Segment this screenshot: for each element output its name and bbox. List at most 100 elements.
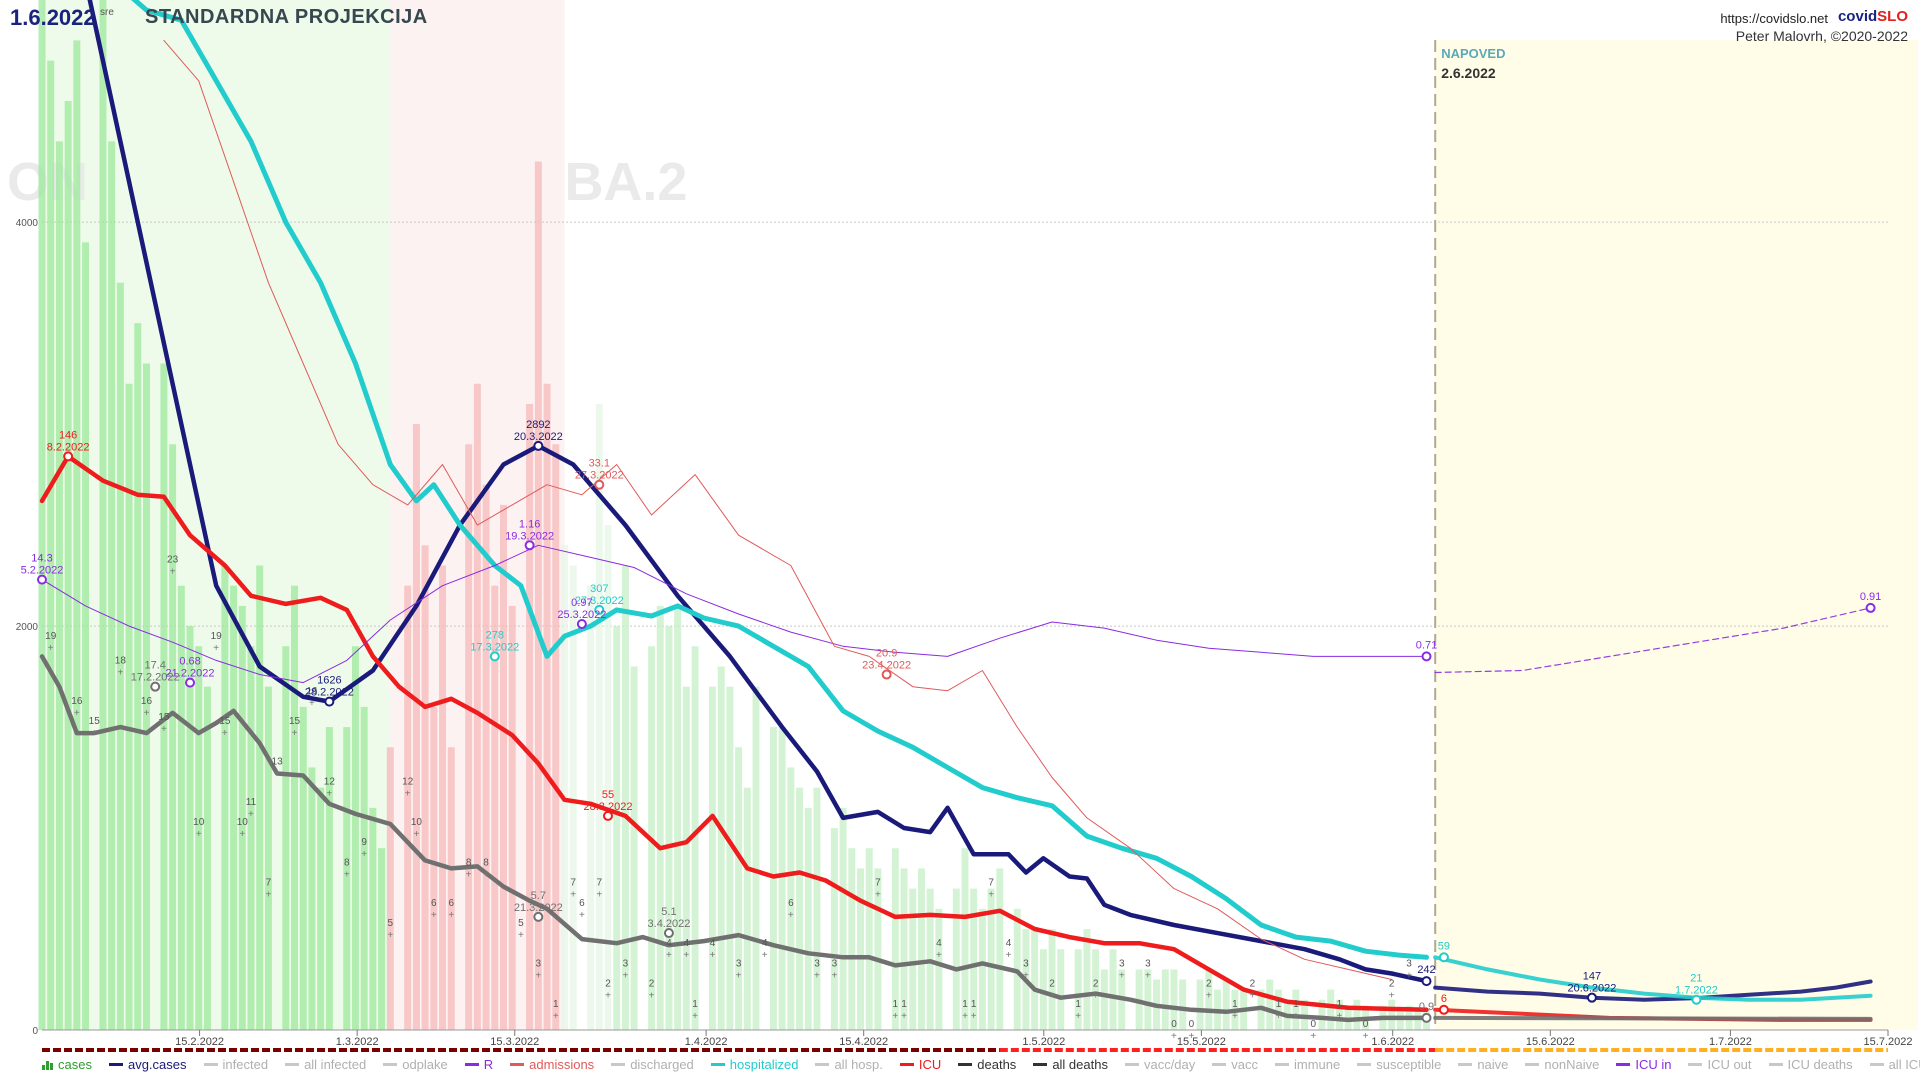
cases-bar — [604, 525, 612, 1030]
legend-item-discharged[interactable]: discharged — [611, 1057, 694, 1072]
annotation-marker — [1865, 602, 1876, 613]
legend-item-odplake[interactable]: odplake — [383, 1057, 448, 1072]
annotation-value: 242 — [1417, 964, 1435, 976]
legend-item-vacc-day[interactable]: vacc/day — [1124, 1057, 1195, 1072]
brand-logo: covidSLO — [1838, 8, 1908, 25]
annotation-value: 0.9 — [1419, 1001, 1434, 1013]
legend-item-icu-out[interactable]: ICU out — [1688, 1057, 1752, 1072]
legend-item-naive[interactable]: naive — [1458, 1057, 1508, 1072]
death-marker: + — [622, 970, 628, 981]
annotation-marker — [594, 479, 605, 490]
x-tick-label: 1.6.2022 — [1371, 1036, 1414, 1048]
legend-label: all hosp. — [834, 1056, 883, 1072]
death-marker: + — [1023, 970, 1029, 981]
legend-item-nonnaive[interactable]: nonNaive — [1525, 1057, 1599, 1072]
cases-bar — [691, 646, 699, 1030]
legend-item-hospitalized[interactable]: hospitalized — [710, 1057, 798, 1072]
death-marker: + — [1049, 991, 1055, 1002]
x-tick-label: 1.5.2022 — [1022, 1036, 1065, 1048]
legend-item-r[interactable]: R — [464, 1057, 493, 1072]
site-url[interactable]: https://covidslo.net — [1720, 11, 1828, 26]
cases-bar — [708, 686, 716, 1030]
legend-item-all-hosp-[interactable]: all hosp. — [815, 1056, 883, 1072]
cases-bar — [378, 848, 386, 1030]
cases-bar — [1292, 989, 1300, 1030]
death-marker: + — [387, 930, 393, 941]
legend-item-susceptible[interactable]: susceptible — [1357, 1057, 1441, 1072]
cases-bar — [412, 424, 420, 1030]
forecast-line — [1434, 607, 1872, 674]
annotation-value: 0.68 — [179, 656, 200, 668]
legend-item-deaths[interactable]: deaths — [958, 1057, 1016, 1072]
cases-bar — [1083, 929, 1091, 1030]
legend-item-cases[interactable]: cases — [42, 1057, 92, 1072]
cases-bar — [491, 585, 499, 1030]
annotation-marker — [594, 604, 605, 615]
series-line-admissions — [163, 39, 1393, 980]
annotation-marker — [489, 651, 500, 662]
death-count-label: 5 — [388, 918, 394, 929]
death-count-label: 1 — [553, 999, 559, 1010]
death-marker: + — [605, 991, 611, 1002]
legend-swatch — [1124, 1062, 1139, 1066]
legend-item-vacc[interactable]: vacc — [1212, 1057, 1258, 1072]
death-count-label: 4 — [936, 938, 942, 949]
death-count-label: 3 — [1119, 958, 1125, 969]
annotation-value: 0.91 — [1860, 591, 1881, 603]
death-marker: + — [1389, 991, 1395, 1002]
death-count-label: 3 — [536, 958, 542, 969]
legend-item-icu-in[interactable]: ICU in — [1616, 1057, 1671, 1072]
legend-label: nonNaive — [1544, 1056, 1600, 1072]
annotation-date: 28.2.2022 — [305, 687, 354, 699]
death-marker: + — [170, 566, 176, 577]
legend-item-avg-cases[interactable]: avg.cases — [108, 1057, 187, 1072]
annotation-date: 8.2.2022 — [47, 441, 90, 453]
annotation-value: 147 — [1583, 971, 1601, 983]
death-marker: + — [710, 950, 716, 961]
annotation-marker — [533, 911, 544, 922]
annotation-marker — [1421, 976, 1432, 987]
x-tick-label: 15.2.2022 — [175, 1036, 224, 1048]
x-tick-label: 15.6.2022 — [1526, 1036, 1575, 1048]
death-count-label: 19 — [45, 631, 57, 642]
cases-bar — [1335, 999, 1343, 1030]
legend-swatch — [1357, 1062, 1372, 1066]
annotation-marker — [524, 540, 535, 551]
annotation-marker — [37, 574, 47, 585]
cases-bar — [317, 787, 325, 1030]
cases-bar — [970, 888, 978, 1030]
annotation-marker — [663, 928, 674, 939]
death-count-label: 2 — [1049, 979, 1055, 990]
annotation-date: 19.3.2022 — [505, 530, 554, 542]
death-marker: + — [1188, 1031, 1194, 1042]
cases-bar — [674, 605, 682, 1030]
forecast-line — [1433, 979, 1873, 1002]
cases-bar — [1179, 979, 1187, 1030]
legend-item-immune[interactable]: immune — [1275, 1057, 1340, 1072]
legend-item-all-deaths[interactable]: all deaths — [1033, 1057, 1108, 1072]
legend-item-icu-deaths[interactable]: ICU deaths — [1768, 1057, 1853, 1072]
legend-item-admissions[interactable]: admissions — [510, 1057, 594, 1072]
legend-item-icu[interactable]: ICU — [899, 1057, 941, 1072]
death-count-label: 7 — [570, 878, 576, 889]
death-marker: + — [265, 890, 271, 901]
legend-item-infected[interactable]: infected — [203, 1057, 268, 1072]
annotation-marker — [185, 677, 196, 688]
annotation-value: 5.1 — [661, 906, 676, 918]
series-line-avg-cases — [87, 0, 1429, 984]
death-marker: + — [901, 1011, 907, 1022]
legend-swatch — [1869, 1062, 1884, 1066]
legend-label: deaths — [977, 1056, 1017, 1072]
cases-bar — [1048, 929, 1056, 1030]
wave-zone-omicron — [42, 0, 391, 1030]
death-marker: + — [579, 910, 585, 921]
legend-item-all-infected[interactable]: all infected — [285, 1057, 366, 1072]
cases-bar — [186, 626, 194, 1030]
cases-bar — [508, 605, 516, 1030]
death-count-label: 7 — [597, 878, 603, 889]
cases-bar — [177, 585, 185, 1030]
legend-swatch — [1212, 1062, 1227, 1066]
death-marker: + — [466, 869, 472, 880]
death-marker: + — [405, 789, 411, 800]
legend-item-all-icu[interactable]: all ICU — [1869, 1057, 1920, 1072]
